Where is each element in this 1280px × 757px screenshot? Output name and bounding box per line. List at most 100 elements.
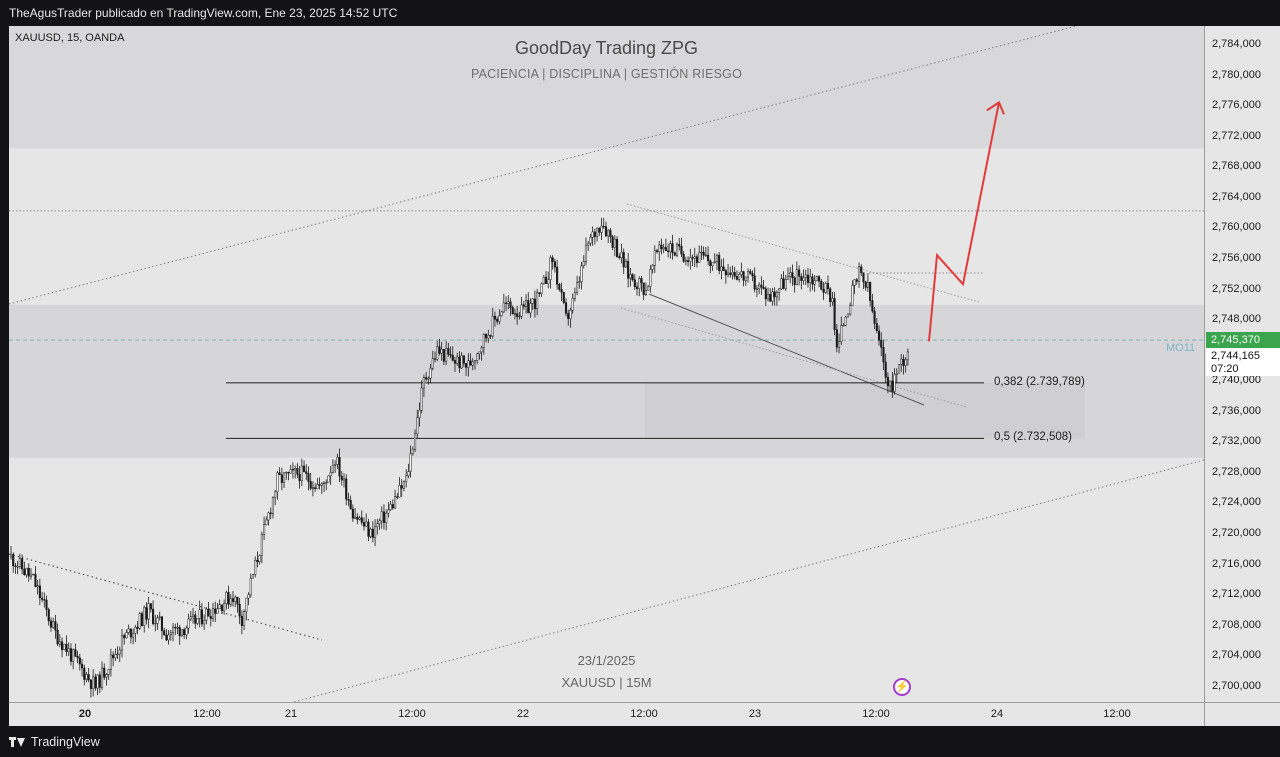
price-axis[interactable]: 2,784,000 2,780,000 2,776,000 2,772,000 2,76… — [1204, 26, 1280, 726]
candle-body — [214, 608, 217, 614]
fib-box — [645, 382, 1085, 439]
candle-body — [880, 339, 883, 348]
candle-body — [342, 478, 346, 481]
candle-body — [620, 252, 623, 259]
candle-body — [223, 603, 226, 612]
candle-body — [231, 598, 235, 602]
candle-body — [638, 278, 641, 289]
candle-body — [345, 478, 348, 500]
candle-body — [727, 272, 730, 276]
candle-body — [43, 599, 46, 601]
chart-plot[interactable] — [9, 26, 1204, 726]
candle-body — [758, 284, 761, 290]
candle-body — [263, 524, 266, 535]
candle-body — [671, 243, 674, 253]
publisher-bar: TheAgusTrader publicado en TradingView.c… — [0, 0, 1280, 26]
candle-body — [251, 574, 255, 579]
candle-body — [52, 621, 55, 628]
candle-body — [691, 257, 694, 259]
candle-body — [496, 319, 499, 322]
candle-body — [16, 566, 19, 568]
candle-body — [891, 380, 894, 392]
candle-body — [831, 298, 834, 303]
candle-body — [49, 620, 53, 628]
candle-body — [502, 302, 505, 313]
candle-body — [631, 274, 634, 280]
price-tick-label: 2,756,000 — [1212, 251, 1261, 264]
candle-body — [338, 457, 341, 477]
candle-body — [784, 279, 787, 289]
candle-body — [322, 482, 326, 484]
candle-body — [456, 356, 459, 364]
price-tick-label: 2,740,000 — [1212, 374, 1261, 387]
candle-body — [445, 348, 448, 362]
candle-body — [473, 360, 477, 363]
candle-body — [285, 471, 288, 474]
chart-pane[interactable]: XAUUSD, 15, OANDA GoodDay Trading ZPG PA… — [9, 26, 1204, 726]
candle-body — [349, 500, 352, 510]
candle-body — [274, 491, 277, 498]
candle-body — [609, 230, 612, 237]
candle-body — [205, 608, 208, 621]
candle-body — [207, 608, 210, 617]
candle-body — [786, 276, 790, 280]
candle-body — [118, 649, 121, 655]
candle-body — [522, 304, 525, 307]
price-tick-label: 2,748,000 — [1212, 313, 1261, 326]
time-axis[interactable]: 20 12:00 21 12:00 22 12:00 23 12:00 24 12:00 — [9, 702, 1204, 726]
falling-wedge-mid — [620, 307, 967, 408]
candle-body — [760, 284, 763, 288]
candle-body — [675, 244, 679, 256]
candle-body — [174, 626, 177, 629]
candle-body — [74, 649, 77, 657]
footer-brand: TradingView — [9, 735, 100, 749]
price-tick-label: 2,780,000 — [1212, 68, 1261, 81]
candle-body — [112, 654, 115, 659]
candle-body — [58, 641, 61, 645]
falling-wedge-upper — [626, 203, 980, 303]
candle-body — [14, 565, 17, 567]
candle-body — [336, 457, 339, 465]
candle-body — [302, 465, 306, 472]
fib-level-0382-label: 0,382 (2.739,789) — [994, 375, 1085, 388]
candle-body — [613, 239, 616, 248]
candle-body — [695, 256, 699, 263]
candle-body — [438, 346, 441, 354]
candle-body — [693, 256, 696, 259]
candle-body — [389, 504, 392, 510]
candle-body — [729, 272, 732, 275]
candle-body — [391, 504, 394, 509]
candle-body — [611, 236, 614, 248]
price-tick-label: 2,760,000 — [1212, 221, 1261, 234]
candle-body — [167, 634, 170, 641]
candle-body — [751, 273, 754, 276]
candle-body — [687, 260, 690, 262]
candle-body — [864, 281, 867, 288]
candle-body — [92, 676, 95, 689]
time-tick-label: 24 — [990, 708, 1004, 720]
candle-body — [378, 520, 381, 524]
candle-body — [629, 274, 632, 279]
candle-body — [680, 245, 683, 255]
watermark-title: GoodDay Trading ZPG — [514, 38, 699, 58]
candle-body — [542, 276, 545, 285]
candle-body — [154, 622, 157, 625]
projection-path — [928, 102, 1000, 342]
candle-body — [63, 643, 66, 650]
price-tick-label: 2,732,000 — [1212, 435, 1261, 448]
candle-body — [400, 485, 403, 489]
candle-body — [216, 608, 219, 614]
candle-body — [724, 270, 727, 276]
candle-body — [78, 657, 81, 665]
time-tick-label: 23 — [748, 708, 762, 720]
candle-body — [662, 247, 665, 249]
lightning-icon[interactable]: ⚡ — [893, 678, 911, 696]
symbol-label[interactable]: XAUUSD, 15, OANDA — [15, 32, 125, 44]
candle-body — [900, 358, 903, 365]
candle-body — [407, 471, 410, 477]
candle-body — [700, 251, 703, 254]
candle-body — [769, 294, 772, 302]
candle-body — [380, 511, 383, 522]
candle-body — [238, 603, 241, 617]
candle-body — [374, 526, 377, 538]
